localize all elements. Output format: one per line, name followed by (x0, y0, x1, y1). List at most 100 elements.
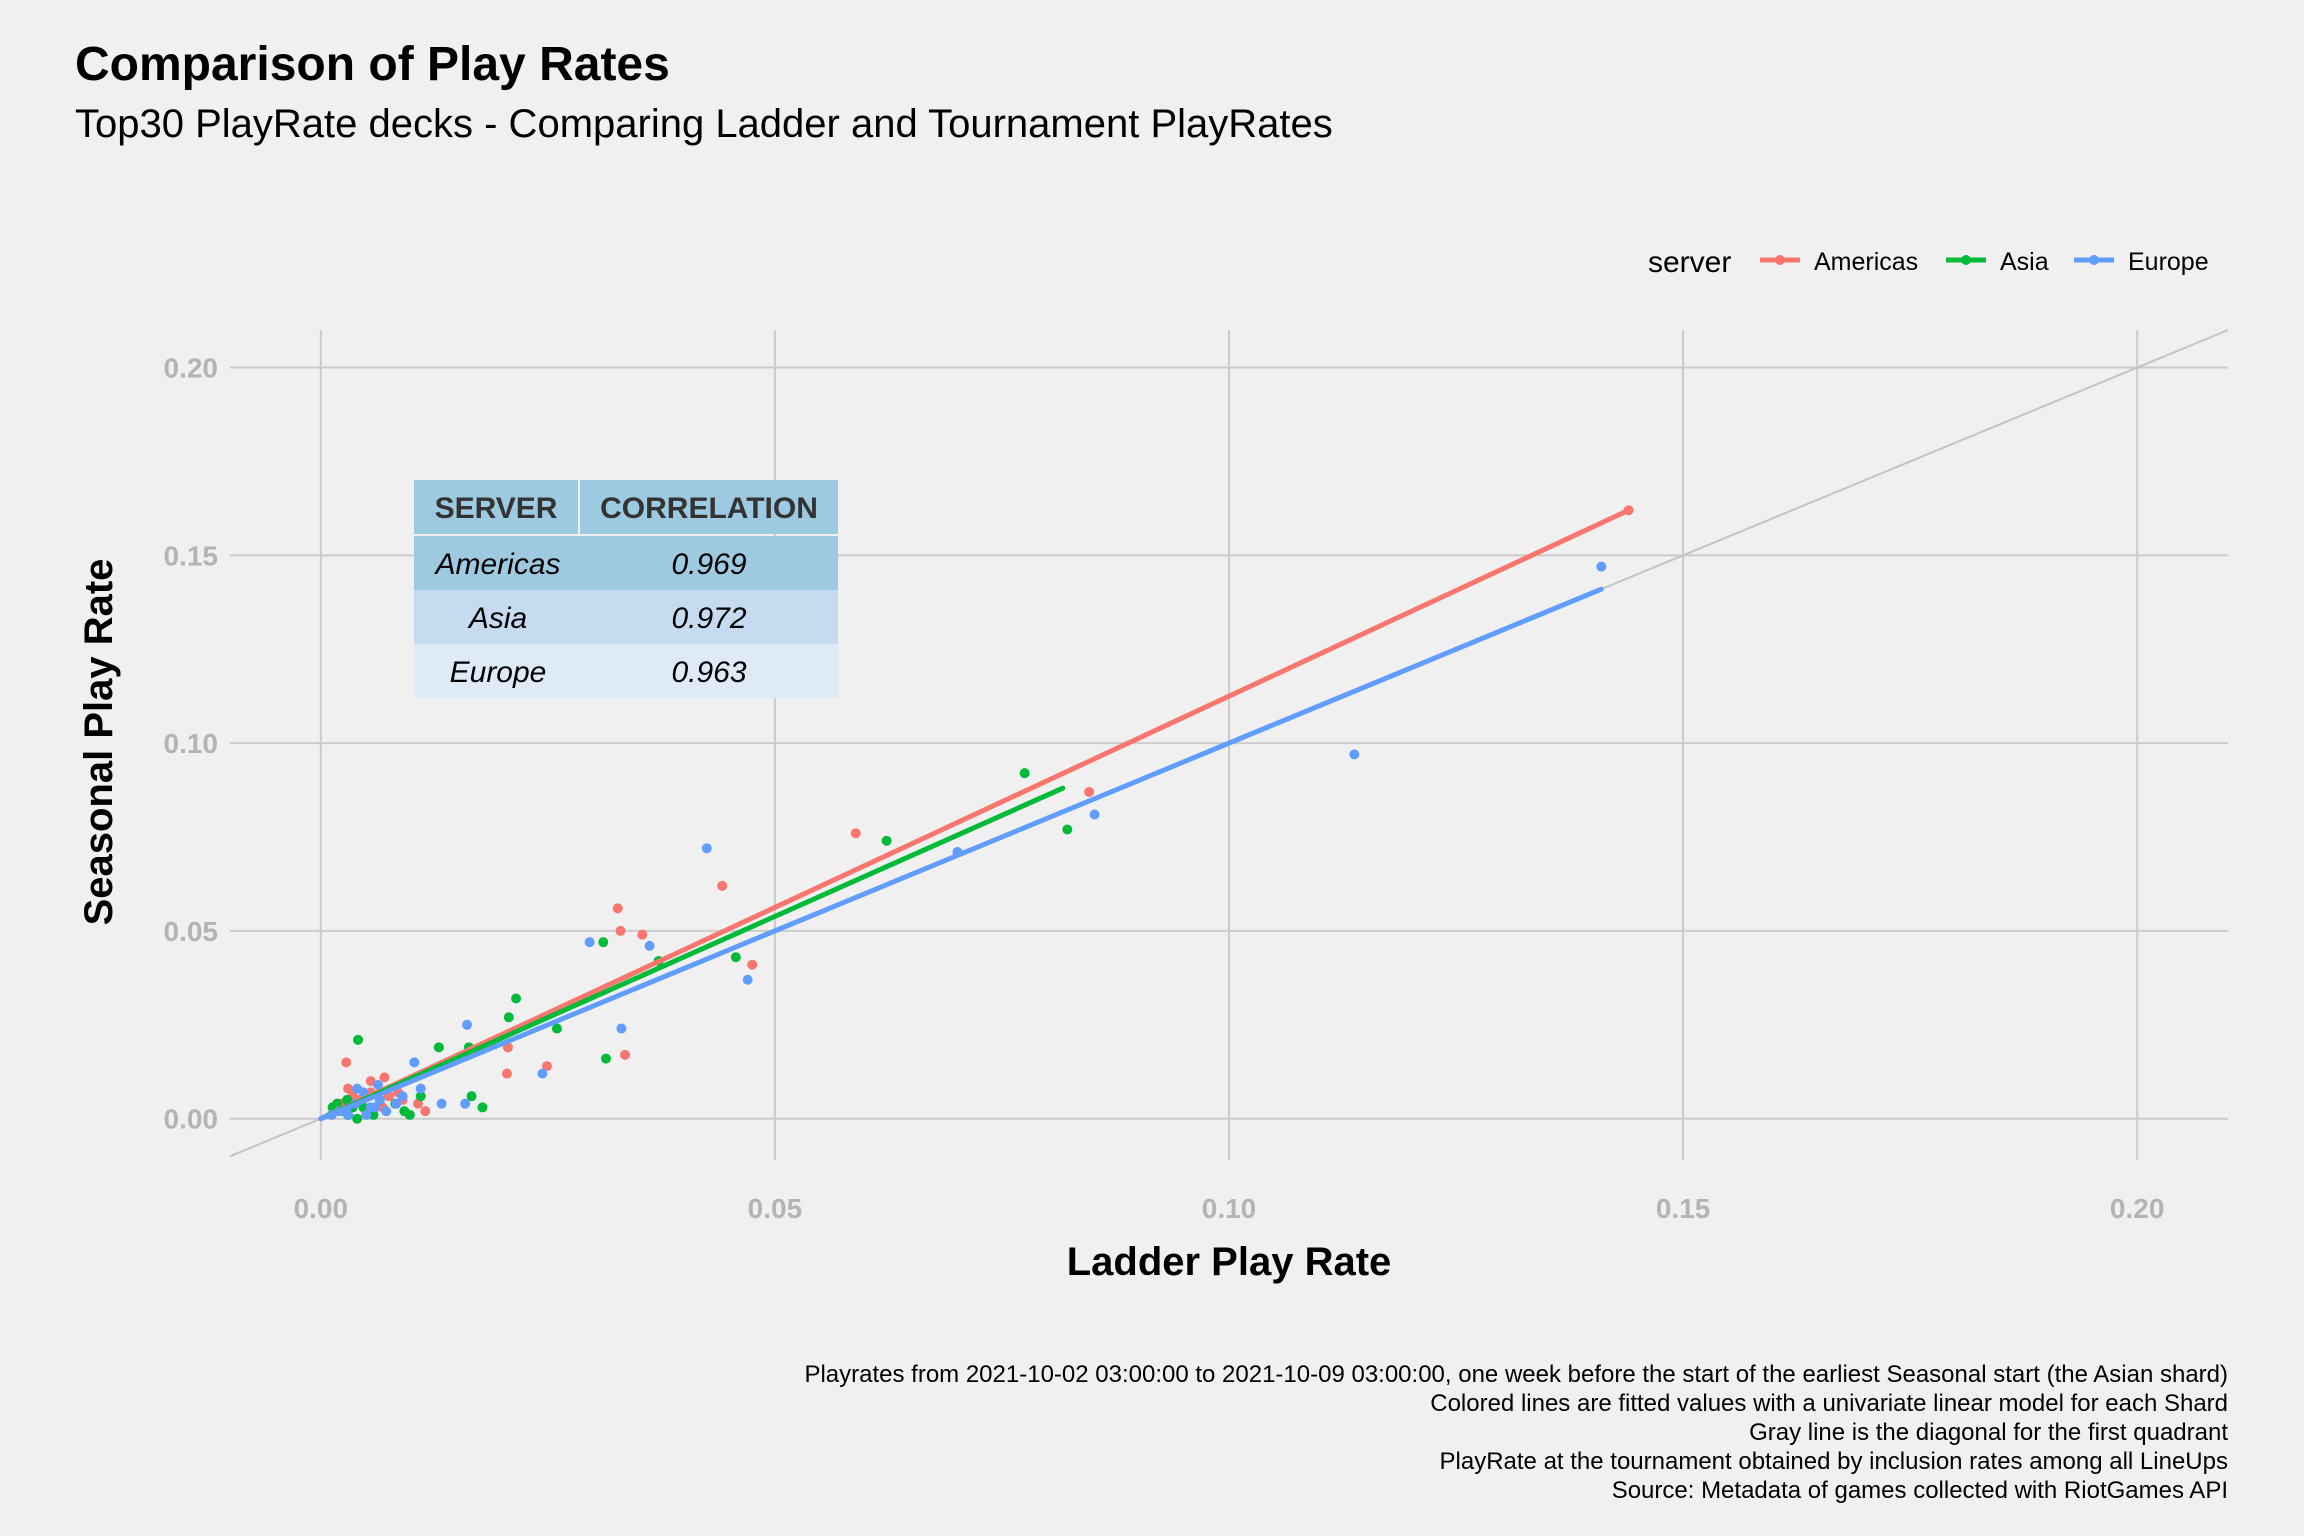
data-point (742, 974, 753, 985)
data-point (358, 1102, 369, 1113)
data-point (717, 880, 728, 891)
table-cell-correlation: 0.972 (671, 602, 746, 635)
data-point (409, 1057, 420, 1068)
table-header-correlation: CORRELATION (600, 492, 818, 525)
correlation-table: SERVER CORRELATION Americas 0.969 Asia 0.972 E… (414, 480, 838, 698)
data-point (342, 1094, 353, 1105)
data-point (701, 843, 712, 854)
data-point (747, 959, 758, 970)
y-tick-label: 0.00 (164, 1104, 219, 1135)
data-point (850, 828, 861, 839)
fit-line-europe (318, 586, 1604, 1122)
data-point (368, 1109, 379, 1120)
data-point (397, 1091, 408, 1102)
data-point (612, 903, 623, 914)
data-point (391, 1098, 402, 1109)
table-header-cell (414, 480, 578, 534)
data-point (433, 1042, 444, 1053)
table-cell-server: Americas (433, 548, 560, 581)
data-point (373, 1079, 384, 1090)
x-tick-label: 0.05 (748, 1193, 803, 1224)
caption-line: PlayRate at the tournament obtained by i… (1440, 1448, 2228, 1475)
legend-label: Asia (2000, 248, 2049, 276)
y-tick-label: 0.20 (164, 353, 219, 384)
caption-block: Playrates from 2021-10-02 03:00:00 to 20… (804, 1361, 2228, 1504)
legend-key-point (1961, 255, 1971, 265)
legend-label: Americas (1814, 248, 1918, 276)
data-point (1019, 768, 1030, 779)
data-point (1084, 786, 1095, 797)
data-point (1089, 809, 1100, 820)
data-point (584, 937, 595, 948)
data-point (501, 1068, 512, 1079)
x-tick-label: 0.15 (1656, 1193, 1711, 1224)
table-row (414, 644, 838, 698)
data-point (415, 1083, 426, 1094)
data-point (881, 835, 892, 846)
data-point (361, 1109, 372, 1120)
data-point (598, 937, 609, 948)
data-point (462, 1019, 473, 1030)
data-point (644, 940, 655, 951)
chart-subtitle: Top30 PlayRate decks - Comparing Ladder … (75, 102, 1333, 146)
table-header-server: SERVER (435, 492, 558, 525)
data-point (477, 1102, 488, 1113)
legend: Americas Asia Europe (1760, 248, 2209, 276)
data-point (460, 1098, 471, 1109)
data-point (352, 1083, 363, 1094)
data-point (600, 1053, 611, 1064)
x-axis-label: Ladder Play Rate (1067, 1240, 1392, 1284)
data-point (436, 1098, 447, 1109)
legend-key-point (2089, 255, 2099, 265)
x-tick-label: 0.00 (294, 1193, 349, 1224)
chart-title: Comparison of Play Rates (75, 38, 670, 91)
data-point (730, 952, 741, 963)
legend-title: server (1648, 246, 1731, 279)
data-point (1062, 824, 1073, 835)
plot-area: 0.00 0.05 0.10 0.15 0.20 0.00 0.05 0.10 0.15 0.20 (164, 329, 2229, 1224)
data-point (420, 1106, 431, 1117)
y-tick-label: 0.15 (164, 540, 219, 571)
table-cell-server: Europe (450, 656, 547, 689)
legend-label: Europe (2128, 248, 2209, 276)
data-point (537, 1068, 548, 1079)
data-point (379, 1072, 390, 1083)
data-point (511, 993, 522, 1004)
data-point (551, 1023, 562, 1034)
fit-line-americas (318, 507, 1632, 1122)
data-point (370, 1102, 381, 1113)
caption-line: Source: Metadata of games collected with… (1612, 1477, 2228, 1504)
table-cell-correlation: 0.963 (671, 656, 746, 689)
data-point (381, 1106, 392, 1117)
caption-line: Playrates from 2021-10-02 03:00:00 to 20… (804, 1361, 2228, 1388)
data-point (616, 1023, 627, 1034)
data-point (332, 1098, 343, 1109)
data-point (503, 1012, 514, 1023)
x-tick-label: 0.10 (1202, 1193, 1257, 1224)
data-point (466, 1091, 477, 1102)
caption-line: Colored lines are fitted values with a u… (1430, 1390, 2228, 1417)
table-header-cell (580, 480, 838, 534)
data-point (415, 1091, 426, 1102)
data-point (1349, 749, 1360, 760)
data-point (412, 1098, 423, 1109)
fit-line-asia (318, 785, 1066, 1122)
y-tick-label: 0.05 (164, 916, 219, 947)
data-point (541, 1061, 552, 1072)
table-cell-server: Asia (467, 602, 527, 635)
x-tick-label: 0.20 (2110, 1193, 2165, 1224)
data-point (620, 1049, 631, 1060)
table-row (414, 590, 838, 644)
data-point (637, 929, 648, 940)
data-point (352, 1113, 363, 1124)
data-point (353, 1034, 364, 1045)
y-tick-label: 0.10 (164, 728, 219, 759)
data-point (1596, 561, 1607, 572)
table-cell-correlation: 0.969 (671, 548, 746, 581)
data-point (615, 925, 626, 936)
y-axis-label: Seasonal Play Rate (77, 559, 121, 926)
data-point (404, 1109, 415, 1120)
legend-key-point (1775, 255, 1785, 265)
